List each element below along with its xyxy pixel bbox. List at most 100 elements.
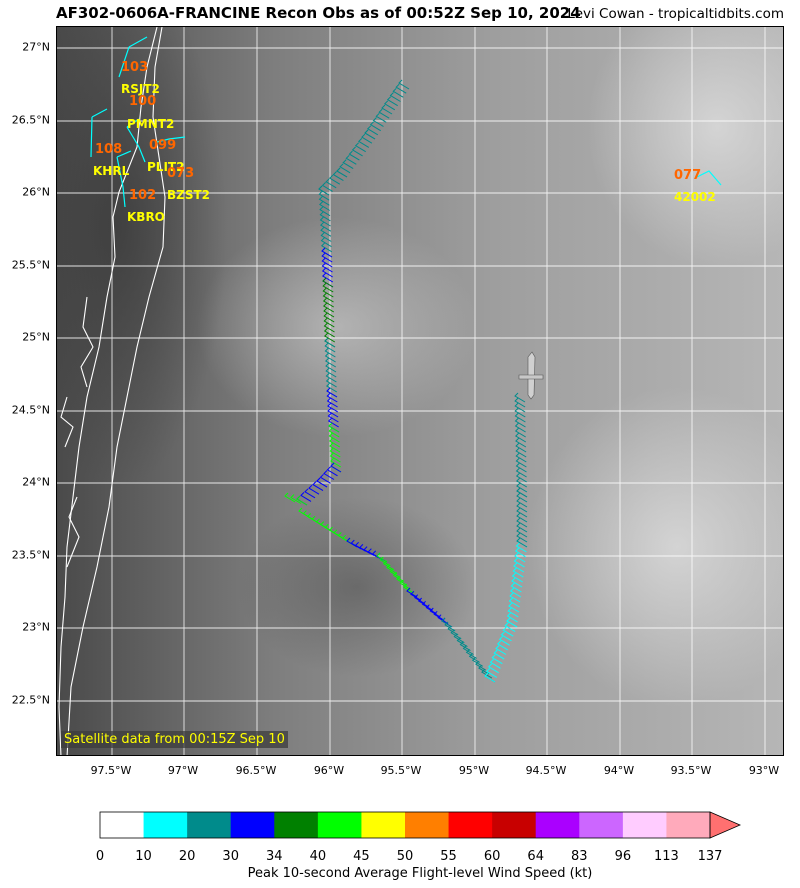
station-value: 102 [129,188,156,203]
map-panel: 103 RSJT2 100 PMNT2 108 KHRL 099 PLIT2 1… [56,26,784,756]
coastline [58,27,166,755]
colorbar-swatch [274,812,319,838]
wind-barb [324,342,336,353]
wind-barb [323,322,335,333]
graticule [57,27,783,755]
lat-label: 25°N [22,330,50,344]
wind-barb [323,307,335,318]
colorbar-label: Peak 10-second Average Flight-level Wind… [247,866,593,881]
wind-barb [514,427,526,438]
wind-barb [491,654,503,665]
wind-barb [392,87,404,98]
wind-barb [516,487,528,498]
wind-barb [515,442,527,453]
wind-barb [433,610,445,621]
wind-barb [515,472,527,483]
wind-barb [441,617,453,628]
wind-barb [410,590,422,601]
wind-barb [489,658,501,669]
colorbar-swatch [187,812,232,838]
colorbar-swatch [666,812,711,838]
wind-barb [389,568,401,579]
wind-barb [502,626,514,637]
wind-barb [514,392,526,403]
colorbar-tick-label: 113 [654,849,679,864]
wind-barb [444,621,456,632]
colorbar [99,811,742,839]
wind-barb [319,206,331,217]
wind-barb [323,317,335,328]
station-barbs [90,36,722,208]
wind-barb [514,432,527,443]
wind-barb [323,470,335,480]
wind-barb [508,597,520,608]
wind-barb [515,452,527,463]
lat-label: 27°N [22,40,50,54]
station-name: PMNT2 [127,117,174,131]
lat-label: 24°N [22,475,50,489]
cloud-area [527,387,783,707]
wind-barb [509,587,522,598]
lon-label: 97.5°W [90,764,132,777]
bay-shore [80,296,94,388]
station-value: 100 [129,94,156,109]
wind-barb [345,154,357,165]
wind-barb [319,221,332,232]
wind-barb [322,287,334,298]
wind-barb [325,178,337,189]
colorbar-tick-label: 10 [135,849,152,864]
wind-barb [327,402,339,413]
wind-barb [516,537,528,548]
wind-barb [468,653,480,663]
station-value: 103 [121,60,148,75]
wind-barb [514,402,526,413]
wind-barb [471,656,483,667]
wind-barb [459,641,471,652]
wind-barb [325,362,337,373]
wind-barb [496,640,509,651]
wind-barb [516,527,528,538]
colorbar-swatch [361,812,406,838]
wind-barb [323,312,335,323]
wind-barb [500,631,512,642]
wind-barb [319,473,331,484]
wind-barb [357,138,370,148]
wind-barb [421,600,433,611]
wind-barb [386,564,398,575]
wind-barb [515,477,528,488]
wind-barb [326,397,338,408]
wind-barb [361,133,373,144]
wind-barb [516,482,528,493]
wind-barb [329,457,342,468]
wind-barb [389,92,401,102]
colorbar-tick-label: 45 [353,849,370,864]
wind-barb [515,462,527,473]
wind-barb [514,547,527,558]
wind-barb [381,104,393,115]
wind-barb [324,352,336,363]
wind-barb [320,232,332,242]
wind-barb [319,211,331,222]
lon-label: 94°W [603,764,635,777]
wind-barb [437,614,449,625]
wind-barb [322,302,335,313]
wind-barb [296,495,308,506]
colorbar-swatch [317,812,362,838]
lon-label: 94.5°W [525,764,567,777]
wind-barb [336,167,348,178]
mainland-coast [58,27,158,755]
wind-barb [375,112,387,123]
colorbar-tick-label: 55 [440,849,457,864]
wind-barb [325,367,337,378]
wind-barb [321,267,333,278]
colorbar-tick-label: 0 [95,849,105,864]
wind-barb [429,607,441,618]
wind-barb [465,649,477,659]
wind-barb [515,467,527,478]
wind-barb [324,337,336,348]
wind-barb [376,552,388,563]
cloud-area [197,217,477,437]
map-svg: 103 RSJT2 100 PMNT2 108 KHRL 099 PLIT2 1… [57,27,783,755]
wind-barb [484,672,496,683]
station-value: 073 [167,166,194,181]
